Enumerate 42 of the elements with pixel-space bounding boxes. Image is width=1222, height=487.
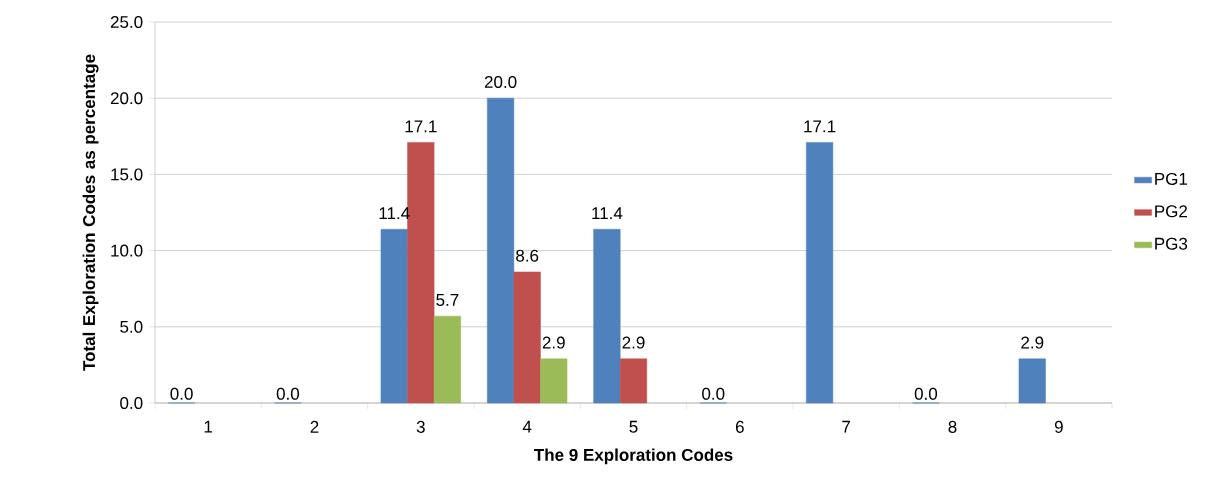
data-label: 17.1 bbox=[405, 120, 437, 133]
bar bbox=[593, 229, 621, 404]
x-tick-label: 3 bbox=[416, 420, 425, 433]
bar bbox=[433, 315, 461, 404]
data-label: 2.9 bbox=[622, 336, 645, 349]
data-label: 2.9 bbox=[1021, 336, 1044, 349]
data-label: 0.0 bbox=[170, 387, 193, 400]
data-label: 20.0 bbox=[484, 75, 517, 88]
legend-label: PG2 bbox=[1155, 205, 1187, 218]
y-tick-label: 20.0 bbox=[110, 92, 143, 105]
bar bbox=[487, 97, 515, 404]
bar bbox=[1018, 358, 1046, 404]
data-label: 2.9 bbox=[542, 336, 565, 349]
x-tick-label: 6 bbox=[735, 420, 744, 433]
data-label: 11.4 bbox=[592, 207, 623, 220]
x-tick-label: 2 bbox=[310, 420, 319, 433]
data-label: 0.0 bbox=[914, 387, 938, 400]
bar bbox=[513, 271, 541, 404]
legend-label: PG3 bbox=[1155, 237, 1188, 250]
legend-label: PG1 bbox=[1155, 172, 1188, 185]
bar bbox=[380, 229, 408, 404]
y-tick-label: 0.0 bbox=[120, 396, 143, 410]
bar bbox=[806, 142, 834, 404]
y-tick-label: 5.0 bbox=[120, 320, 143, 333]
data-label: 5.7 bbox=[436, 294, 459, 306]
data-label: 17.1 bbox=[804, 120, 836, 133]
x-axis-title: The 9 Exploration Codes bbox=[534, 448, 733, 465]
x-tick-label: 4 bbox=[522, 420, 532, 433]
bar bbox=[619, 358, 648, 404]
x-tick-label: 8 bbox=[948, 420, 957, 433]
y-axis-title: Total Exploration Codes as percentage bbox=[82, 54, 99, 371]
bar bbox=[540, 358, 568, 404]
y-tick-label: 10.0 bbox=[111, 244, 143, 257]
data-label: 0.0 bbox=[702, 387, 725, 400]
x-tick-label: 1 bbox=[204, 420, 213, 433]
x-tick-label: 7 bbox=[842, 420, 851, 433]
y-tick-label: 25.0 bbox=[110, 15, 143, 29]
x-tick-label: 5 bbox=[629, 420, 638, 433]
x-tick-label: 9 bbox=[1054, 420, 1063, 433]
data-label: 8.6 bbox=[516, 249, 539, 262]
y-tick-label: 15.0 bbox=[111, 168, 143, 181]
data-label: 0.0 bbox=[276, 387, 300, 400]
